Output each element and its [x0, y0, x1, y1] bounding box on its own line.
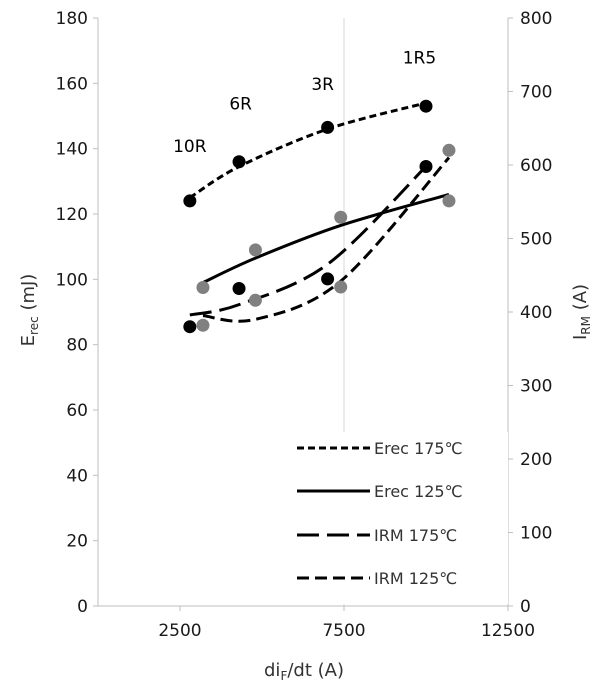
y-right-axis-title-rest: (A) [570, 284, 591, 316]
legend-label-irm-125: IRM 125℃ [374, 569, 457, 588]
annotations: 10R 6R 3R 1R5 [173, 49, 436, 157]
data-point-series-3 [196, 318, 210, 332]
y-left-tick-label: 80 [66, 336, 88, 356]
data-point-series-1 [196, 281, 210, 294]
y-left-tick-label: 120 [56, 205, 88, 225]
x-axis-title: diF/dt (A) [264, 660, 344, 683]
y-left-tick-label: 20 [66, 532, 88, 552]
legend: Erec 175℃ Erec 125℃ IRM 175℃ IRM 125℃ [284, 432, 508, 604]
legend-label-irm-175: IRM 175℃ [374, 526, 457, 545]
y-right-tick-label: 200 [520, 450, 552, 470]
y-right-axis-title-main: I [570, 335, 591, 340]
y-right-tick-label: 500 [520, 230, 552, 250]
data-point-series-3 [334, 280, 348, 294]
legend-label-erec-175: Erec 175℃ [374, 439, 463, 458]
y-left-tick-label: 160 [56, 74, 88, 94]
trendline-series-3 [202, 156, 451, 323]
data-point-series-3 [248, 293, 262, 307]
data-point-series-2 [183, 320, 197, 334]
x-tick-label: 12500 [481, 621, 535, 641]
trendline-series-1 [202, 192, 450, 284]
data-point-series-2 [232, 281, 246, 295]
y-right-tick-label: 400 [520, 303, 552, 323]
annotation-label: 6R [229, 94, 252, 114]
data-point-series-1 [334, 210, 348, 224]
data-point-series-2 [321, 272, 335, 286]
y-left-tick-label: 140 [56, 140, 88, 160]
x-axis-title-main: di [264, 660, 280, 681]
tick-labels: 0 20 40 60 80 100 120 140 160 180 0 100 200 300 400 500… [56, 9, 553, 641]
annotation-label: 3R [311, 75, 334, 95]
annotation-label: 1R5 [403, 49, 436, 69]
legend-background [284, 432, 508, 604]
x-tick-label: 2500 [158, 621, 201, 641]
y-right-tick-label: 300 [520, 377, 552, 397]
y-left-tick-label: 180 [56, 9, 88, 29]
y-right-tick-label: 100 [520, 524, 552, 544]
legend-label-erec-125: Erec 125℃ [374, 482, 463, 501]
y-right-tick-label: 600 [520, 156, 552, 176]
x-tick-label: 7500 [322, 621, 365, 641]
data-point-series-0 [321, 120, 335, 134]
y-right-axis-title-sub: RM [579, 316, 593, 335]
y-right-tick-label: 700 [520, 83, 552, 103]
trendlines [189, 101, 451, 323]
y-right-tick-label: 800 [520, 9, 552, 29]
y-right-axis-title: IRM (A) [570, 284, 593, 340]
y-left-axis-title-rest: (mJ) [18, 274, 39, 317]
data-point-series-2 [419, 159, 433, 173]
y-left-tick-label: 100 [56, 270, 88, 290]
y-left-axis-title-sub: rec [27, 316, 41, 335]
data-point-series-1 [442, 194, 456, 208]
y-left-tick-label: 60 [66, 401, 88, 421]
x-axis-title-sub: F [280, 669, 287, 683]
x-axis-title-rest: /dt (A) [287, 660, 344, 681]
data-point-series-1 [248, 243, 262, 257]
data-point-series-0 [232, 155, 246, 169]
data-point-series-3 [442, 143, 456, 157]
y-left-axis-title-main: E [18, 335, 39, 346]
markers [183, 99, 456, 334]
y-left-axis-title: Erec (mJ) [18, 274, 41, 347]
y-left-tick-label: 0 [77, 597, 88, 617]
data-point-series-0 [183, 194, 197, 208]
annotation-label: 10R [173, 137, 207, 157]
data-point-series-0 [419, 99, 433, 113]
y-right-tick-label: 0 [520, 597, 531, 617]
y-left-tick-label: 40 [66, 466, 88, 486]
